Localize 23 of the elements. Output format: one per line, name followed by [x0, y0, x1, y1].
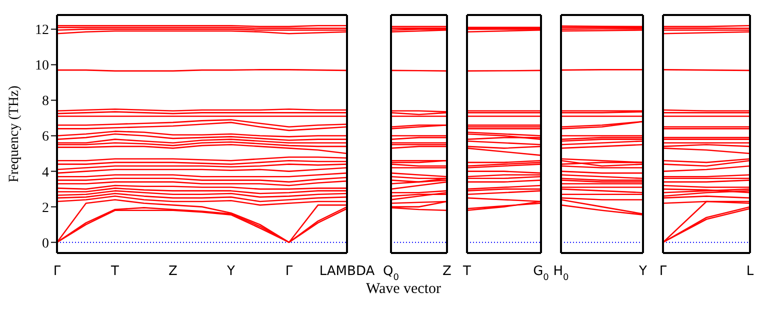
x-tick-label: Γ — [659, 264, 668, 279]
x-axis-title: Wave vector — [366, 281, 441, 297]
x-tick-label: Q$_{0}$ — [383, 264, 400, 283]
x-tick-label: Y — [226, 264, 236, 279]
x-tick-label: L — [746, 264, 754, 279]
x-tick-label: T — [462, 264, 472, 279]
y-axis-title: Frequency (THz) — [6, 85, 22, 182]
x-tick-label: LAMBDA — [319, 264, 375, 279]
y-tick-label: 6 — [42, 130, 49, 145]
y-tick-label: 0 — [42, 236, 49, 252]
x-tick-label: Z — [168, 264, 178, 279]
y-tick-label: 10 — [35, 58, 49, 74]
y-tick-label: 12 — [35, 23, 49, 38]
x-tick-label: G$_{0}$ — [533, 264, 550, 283]
x-tick-label: T — [110, 264, 120, 279]
x-tick-label: Y — [638, 264, 648, 279]
x-tick-label: Γ — [285, 264, 294, 279]
x-tick-label: H$_{0}$ — [553, 264, 570, 283]
y-tick-label: 4 — [42, 165, 49, 180]
y-tick-label: 8 — [42, 94, 49, 110]
x-tick-label: Z — [442, 264, 452, 279]
x-tick-label: Γ — [53, 264, 62, 279]
y-tick-label: 2 — [42, 200, 49, 216]
